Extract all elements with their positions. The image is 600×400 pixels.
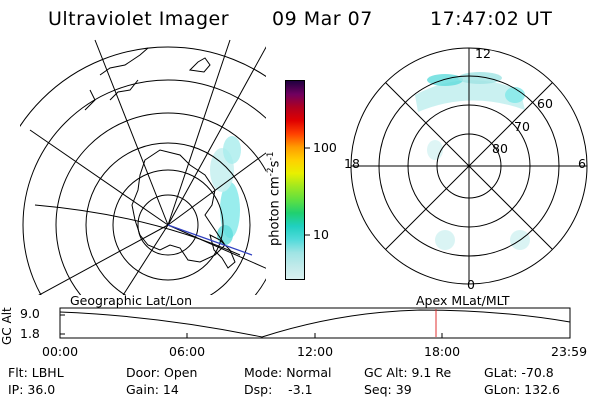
- timeline-title-left: Geographic Lat/Lon: [70, 293, 192, 308]
- status-mode: Mode: Normal: [244, 365, 332, 380]
- timeline-xtick-1200: 12:00: [297, 344, 334, 359]
- timeline-title-right: Apex MLat/MLT: [416, 293, 510, 308]
- instrument-title: Ultraviolet Imager: [48, 8, 230, 30]
- colorbar-tick-10: 10: [313, 227, 329, 242]
- polar-label-6: 6: [578, 156, 586, 171]
- magnetic-meridian-line: [167, 224, 253, 256]
- colorbar-tick-100: 100: [313, 140, 337, 155]
- status-ip: IP: 36.0: [8, 382, 56, 397]
- polar-lat-60: 60: [537, 96, 553, 111]
- date-label: 09 Mar 07: [272, 8, 373, 30]
- gc-alt-curve: [59, 309, 571, 338]
- polar-lat-70: 70: [514, 119, 530, 134]
- polar-label-18: 18: [344, 156, 360, 171]
- polar-label-12: 12: [475, 46, 491, 61]
- status-door: Door: Open: [126, 365, 198, 380]
- timeline-xtick-1800: 18:00: [424, 344, 461, 359]
- timeline-xtick-2359: 23:59: [551, 344, 588, 359]
- status-gain: Gain: 14: [126, 382, 179, 397]
- timeline-xtick-0000: 00:00: [42, 344, 79, 359]
- status-glat: GLat: -70.8: [484, 365, 554, 380]
- status-gc-alt: GC Alt: 9.1 Re: [364, 365, 452, 380]
- time-label: 17:47:02 UT: [430, 8, 553, 30]
- timeline-xtick-0600: 06:00: [169, 344, 206, 359]
- colorbar: [285, 80, 305, 280]
- timeline-ytick-9: 9.0: [20, 306, 40, 321]
- status-dsp: Dsp: -3.1: [244, 382, 313, 397]
- polar-label-0: 0: [467, 277, 475, 292]
- polar-lat-80: 80: [492, 141, 508, 156]
- status-seq: Seq: 39: [364, 382, 412, 397]
- status-filter: Flt: LBHL: [8, 365, 64, 380]
- timeline-ytick-1-8: 1.8: [20, 326, 40, 341]
- status-glon: GLon: 132.6: [484, 382, 560, 397]
